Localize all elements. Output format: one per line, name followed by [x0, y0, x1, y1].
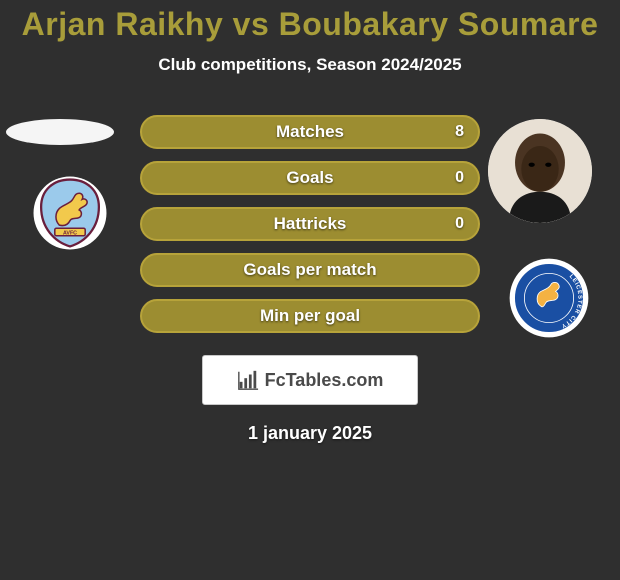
- club-badge-left: AVFC: [32, 175, 108, 251]
- comparison-arena: AVFC LEICESTER CITY: [0, 113, 620, 333]
- stat-value-right: 0: [455, 215, 464, 233]
- stat-value-right: 0: [455, 169, 464, 187]
- player-left-avatar: [6, 119, 114, 145]
- club-badge-right: LEICESTER CITY: [508, 257, 590, 339]
- generation-date: 1 january 2025: [0, 423, 620, 444]
- stat-label: Matches: [276, 122, 344, 142]
- stat-label: Goals: [286, 168, 333, 188]
- comparison-title: Arjan Raikhy vs Boubakary Soumare: [0, 0, 620, 43]
- svg-text:AVFC: AVFC: [63, 230, 77, 236]
- stat-label: Min per goal: [260, 306, 360, 326]
- stat-label: Hattricks: [274, 214, 347, 234]
- stat-bar: Hattricks 0: [140, 207, 480, 241]
- player-silhouette-icon: [488, 119, 592, 223]
- stat-bar: Goals 0: [140, 161, 480, 195]
- stat-value-right: 8: [455, 123, 464, 141]
- stat-bar: Matches 8: [140, 115, 480, 149]
- player-right-avatar: [488, 119, 592, 223]
- stat-bar: Goals per match: [140, 253, 480, 287]
- stat-label: Goals per match: [243, 260, 376, 280]
- aston-villa-crest-icon: AVFC: [32, 175, 108, 251]
- comparison-subtitle: Club competitions, Season 2024/2025: [0, 55, 620, 75]
- stat-bar: Min per goal: [140, 299, 480, 333]
- attribution-text: FcTables.com: [265, 370, 384, 391]
- attribution-box: FcTables.com: [202, 355, 418, 405]
- leicester-city-crest-icon: LEICESTER CITY: [508, 257, 590, 339]
- bar-chart-icon: [237, 369, 259, 391]
